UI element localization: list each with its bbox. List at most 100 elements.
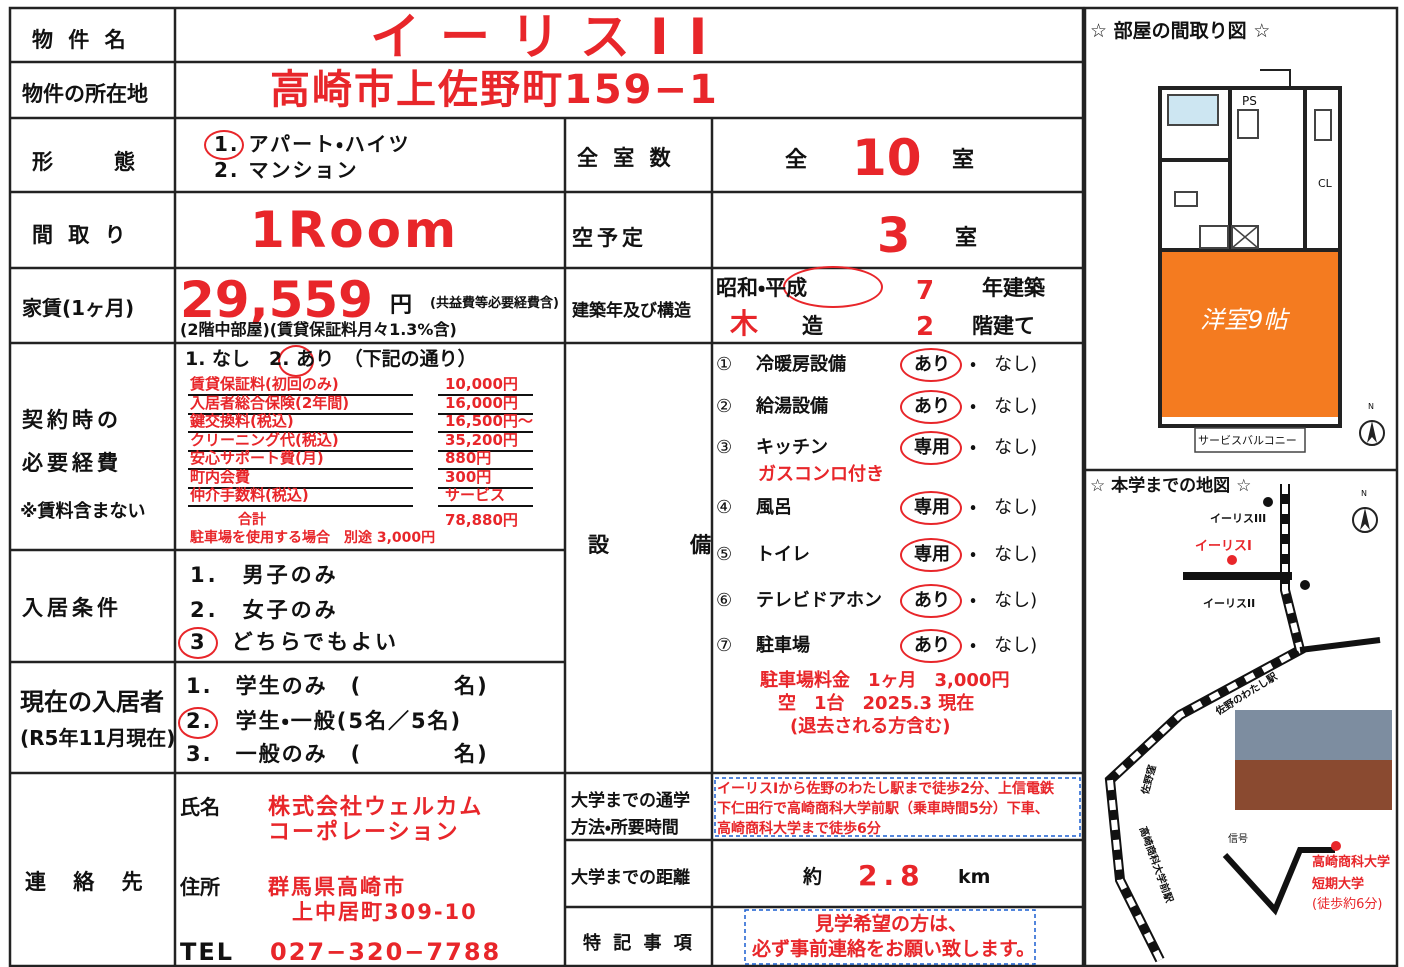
item-number: ⑦	[716, 635, 733, 656]
label: 特 記 事 項	[583, 933, 695, 954]
north: N	[1361, 489, 1367, 498]
item-other: ・ なし)	[970, 544, 1038, 565]
era: 昭和・平成	[716, 276, 808, 300]
distance: 2.8	[858, 859, 926, 892]
label: 建築年及び構造	[572, 301, 691, 321]
cost-item: 入居者総合保険(2年間)	[190, 393, 350, 412]
item-number: ⑤	[716, 544, 733, 565]
cost-item: 鍵交換料(税込)	[190, 412, 294, 430]
distance-prefix: 約	[803, 866, 823, 888]
room-layout: 1Room	[250, 201, 460, 259]
cost-amount: 35,200円	[445, 430, 518, 449]
underline	[438, 468, 533, 470]
floors-suffix: 階建て	[972, 314, 1035, 338]
map-label: 信号	[1228, 834, 1248, 845]
selection-circle	[900, 584, 962, 618]
contact-label: 氏名	[180, 795, 220, 819]
underline	[438, 394, 533, 396]
underline	[188, 394, 413, 396]
year-suffix: 年建築	[982, 276, 1045, 300]
option: 3 どちらでもよい	[190, 630, 399, 654]
cost-item: 町内会費	[190, 467, 251, 486]
distance-unit: km	[958, 866, 991, 888]
map-label: イーリスI	[1195, 539, 1252, 554]
plan-label: CL	[1318, 177, 1332, 190]
underline	[188, 431, 413, 433]
item-number: ③	[716, 437, 733, 458]
cost-choice: 1. なし 2. あり （下記の通り）	[185, 348, 477, 370]
commute-text: イーリスⅠから佐野のわたし駅まで徒歩2分、上信電鉄	[717, 781, 1054, 797]
underline	[188, 486, 413, 489]
underline	[188, 412, 413, 415]
selection-circle	[178, 627, 218, 659]
underline	[438, 412, 533, 415]
item-other: ・ なし)	[970, 354, 1038, 375]
item-other: ・ なし)	[970, 635, 1038, 656]
underline	[438, 486, 533, 489]
parking-note: (退去される方含む)	[790, 716, 951, 737]
remarks: 見学希望の方は、	[815, 913, 968, 935]
panel-title: ☆ 部屋の間取り図 ☆	[1090, 20, 1271, 42]
underline	[438, 449, 533, 452]
underline	[188, 468, 413, 470]
address: 高崎市上佐野町159−1	[270, 67, 719, 113]
total: 78,880円	[445, 511, 518, 529]
commute-text: 高崎商科大学まで徒歩6分	[717, 821, 881, 837]
option: 1. 学生のみ ( 名)	[186, 674, 489, 698]
option: 2. 学生・一般(5名／5名)	[186, 709, 463, 733]
parking-note: 空 1台 2025.3 現在	[778, 693, 975, 714]
option: 2. 女子のみ	[190, 598, 339, 622]
vacancy-count: 3	[877, 208, 911, 264]
contact-address: 上中居町309-10	[292, 900, 478, 924]
label: 入居条件	[22, 596, 122, 620]
label: 物件の所在地	[22, 82, 148, 106]
selection-circle	[900, 629, 962, 663]
item-name: 駐車場	[756, 635, 810, 656]
selection-circle	[900, 431, 962, 465]
option: 1. 男子のみ	[190, 563, 339, 587]
map-label: 高崎商科大学	[1312, 855, 1391, 870]
label: 契約時の	[22, 408, 122, 432]
label: 全 室 数	[577, 146, 675, 170]
cost-item: 安心サポート費(月)	[190, 449, 324, 467]
label: 間 取 り	[32, 223, 130, 247]
suffix: 室	[955, 226, 978, 251]
item-name: 給湯設備	[756, 396, 828, 417]
item-name: トイレ	[756, 544, 810, 565]
label: 連 絡 先	[25, 870, 153, 894]
underline	[188, 505, 413, 507]
contact-address: 群馬県高崎市	[268, 875, 406, 899]
label: 家賃(1ヶ月)	[22, 296, 135, 320]
floors: 2	[916, 312, 935, 342]
label: (R5年11月現在)	[20, 726, 176, 750]
contact-label: TEL	[180, 938, 235, 966]
plan-label: 洋室9帖	[1200, 306, 1288, 334]
cost-amount: 16,000円	[445, 393, 518, 412]
label: 空予定	[572, 226, 647, 250]
contact-label: 住所	[180, 875, 220, 899]
plan-label: PS	[1242, 94, 1257, 108]
item-name: 冷暖房設備	[756, 354, 846, 375]
panel-title: ☆ 本学までの地図 ☆	[1090, 476, 1252, 496]
label: ※賃料含まない	[20, 501, 146, 522]
label: 物 件 名	[32, 28, 130, 52]
remarks: 必ず事前連絡をお願い致します。	[752, 938, 1036, 960]
underline	[188, 449, 413, 452]
total-label: 合計	[238, 512, 266, 528]
option: 3. 一般のみ ( 名)	[186, 742, 489, 766]
year: 7	[916, 276, 935, 306]
label: 形 態	[32, 150, 155, 174]
structure-suffix: 造	[802, 314, 823, 338]
commute-text: 下仁田行で高崎商科大学前駅（乗車時間5分）下車、	[717, 801, 1049, 817]
item-other: ・ なし)	[970, 396, 1038, 417]
contact-tel: 027−320−7788	[270, 938, 502, 966]
option: 1. アパート・ハイツ	[214, 132, 411, 156]
cost-amount: 16,500円〜	[445, 412, 533, 430]
label: 大学までの通学	[571, 791, 690, 811]
map-label: (徒歩約6分)	[1312, 897, 1383, 912]
label: 現在の入居者	[20, 688, 164, 716]
item-number: ①	[716, 354, 733, 375]
room-count: 10	[852, 129, 922, 187]
